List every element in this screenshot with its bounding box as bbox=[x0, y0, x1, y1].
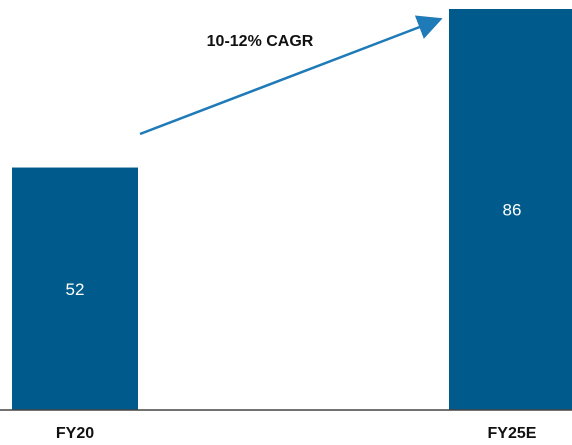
bar-fy25e bbox=[449, 9, 572, 410]
category-label-fy25e: FY25E bbox=[488, 425, 537, 442]
category-label-fy20: FY20 bbox=[56, 425, 94, 442]
cagr-arrow bbox=[139, 15, 443, 136]
bar-fy20 bbox=[12, 167, 138, 410]
labels-layer: 52 FY20 86 FY25E bbox=[56, 201, 537, 443]
data-label-fy20: 52 bbox=[66, 280, 85, 299]
bars-layer bbox=[12, 9, 572, 410]
cagr-annotation: 10-12% CAGR bbox=[207, 33, 314, 50]
data-label-fy25e: 86 bbox=[503, 201, 522, 220]
